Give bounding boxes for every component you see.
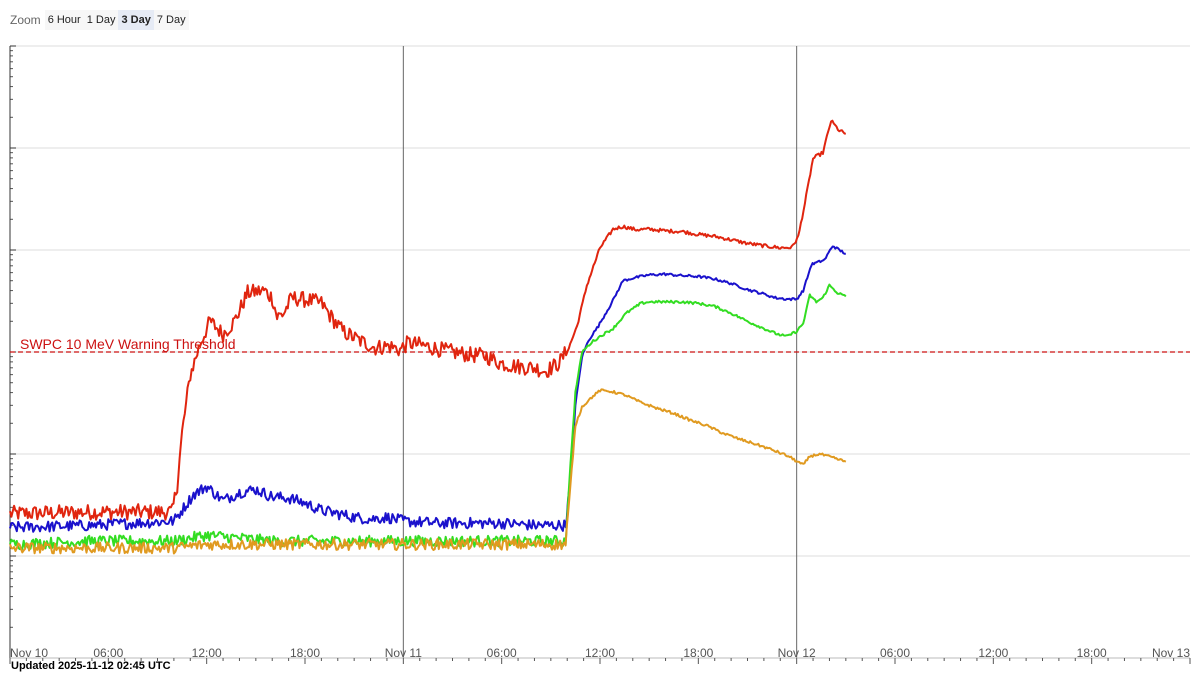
- updated-timestamp: Updated 2025-11-12 02:45 UTC: [11, 660, 171, 672]
- warning-threshold: SWPC 10 MeV Warning Threshold: [10, 336, 1190, 353]
- x-tick-label: 12:00: [192, 646, 222, 660]
- x-tick-label: 18:00: [290, 646, 320, 660]
- x-tick-label: Nov 12: [778, 646, 816, 660]
- series-layer: [9, 119, 847, 555]
- zoom-6-hour-button[interactable]: 6 Hour: [44, 10, 84, 30]
- zoom-3-day-button[interactable]: 3 Day: [118, 10, 154, 30]
- axes: Nov 10 06:00 12:00 18:00 Nov 11 06:00 12:00 18:…: [9, 45, 1191, 664]
- x-tick-label: 18:00: [683, 646, 713, 660]
- x-tick-label: Nov 13: [1152, 646, 1190, 660]
- zoom-label: Zoom: [10, 13, 41, 27]
- x-tick-label: 12:00: [585, 646, 615, 660]
- x-tick-label: 06:00: [93, 646, 123, 660]
- x-tick-label: 06:00: [880, 646, 910, 660]
- x-tick-label: Nov 11: [385, 646, 422, 660]
- threshold-label: SWPC 10 MeV Warning Threshold: [20, 336, 236, 352]
- series-line-orange: [9, 388, 847, 555]
- zoom-bar: Zoom 6 Hour 1 Day 3 Day 7 Day: [10, 8, 189, 32]
- series-line-green: [9, 283, 847, 551]
- gridlines: [10, 45, 1190, 557]
- x-tick-label: 06:00: [487, 646, 517, 660]
- x-tick-label: 18:00: [1077, 646, 1107, 660]
- x-tick-label: Nov 10: [10, 646, 48, 660]
- series-line-red: [9, 119, 846, 521]
- zoom-1-day-button[interactable]: 1 Day: [83, 10, 119, 30]
- zoom-7-day-button[interactable]: 7 Day: [153, 10, 189, 30]
- series-line-blue: [9, 245, 846, 533]
- x-tick-label: 12:00: [978, 646, 1008, 660]
